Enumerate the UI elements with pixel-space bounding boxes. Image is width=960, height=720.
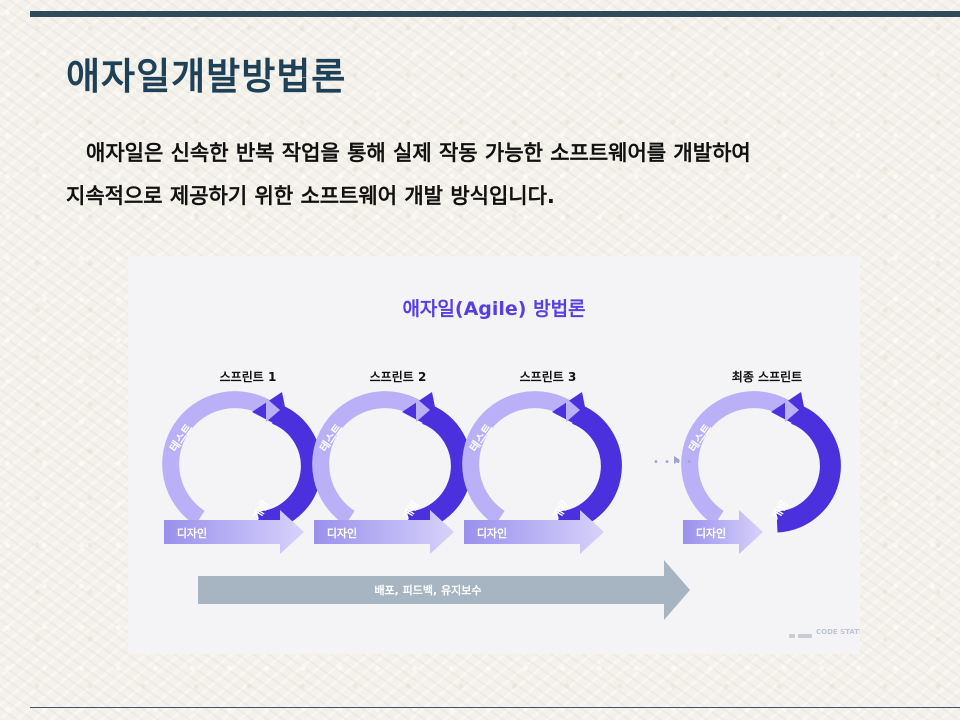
design-label: 디자인 xyxy=(177,526,207,540)
sprint-label: 스프린트 3 xyxy=(520,369,577,384)
dark-cycle-arc xyxy=(776,404,841,533)
cycle-arrowhead-light xyxy=(416,398,430,422)
light-cycle-arc xyxy=(681,391,794,526)
design-flow-arrow xyxy=(314,510,454,554)
sprint-label: 스프린트 1 xyxy=(220,369,277,384)
design-flow-arrow xyxy=(683,510,763,554)
design-label: 디자인 xyxy=(696,526,726,540)
slide-title: 애자일개발방법론 xyxy=(66,55,347,98)
light-cycle-arc xyxy=(162,391,275,526)
light-cycle-arc xyxy=(462,391,575,526)
design-label: 디자인 xyxy=(477,526,507,540)
design-flow-arrow xyxy=(164,510,304,554)
slide-paragraph: 애자일은 신속한 반복 작업을 통해 실제 작동 가능한 소프트웨어를 개발하여… xyxy=(66,132,906,218)
cycle-arrowhead-light xyxy=(266,398,280,422)
cycle-arrowhead-light xyxy=(566,398,580,422)
paragraph-line-2: 지속적으로 제공하기 위한 소프트웨어 개발 방식입니다. xyxy=(66,184,555,208)
logo-mark xyxy=(798,634,812,638)
sprint-label: 최종 스프린트 xyxy=(732,369,802,384)
deployment-arrow-label: 배포, 피드백, 유지보수 xyxy=(374,583,481,597)
design-label: 디자인 xyxy=(327,526,357,540)
deployment-arrow xyxy=(198,560,690,620)
cycle-arrowhead-light xyxy=(785,398,799,422)
bottom-divider xyxy=(30,707,960,708)
diagram-title: 애자일(Agile) 방법론 xyxy=(402,298,585,320)
code-states-logo: CODE STATES xyxy=(789,628,860,638)
sprint-label: 스프린트 2 xyxy=(370,369,427,384)
dark-cycle-arc xyxy=(557,404,622,533)
logo-text: CODE STATES xyxy=(816,628,860,636)
dark-cycle-arc xyxy=(407,404,472,533)
top-accent-bar xyxy=(30,11,960,17)
design-flow-arrow xyxy=(464,510,604,554)
logo-mark xyxy=(789,634,795,638)
paragraph-line-1: 애자일은 신속한 반복 작업을 통해 실제 작동 가능한 소프트웨어를 개발하여 xyxy=(86,141,751,165)
continuation-dots: • • • • xyxy=(653,457,693,468)
light-cycle-arc xyxy=(312,391,425,526)
dark-cycle-arc xyxy=(257,404,322,533)
agile-diagram: 애자일(Agile) 방법론 스프린트 1 디자인 테스트 개발 스프린트 2 디자인 테스… xyxy=(128,256,860,654)
continuation-arrowhead xyxy=(674,456,680,464)
